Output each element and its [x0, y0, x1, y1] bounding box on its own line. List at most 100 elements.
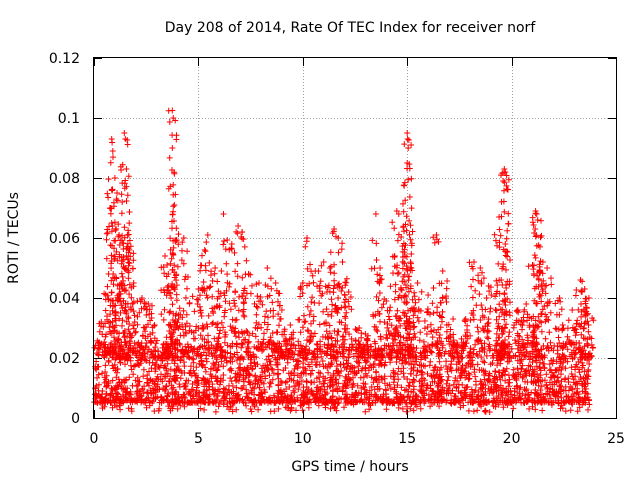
y-tick-label: 0.1: [58, 111, 80, 127]
data-point: [472, 373, 479, 380]
data-point: [309, 367, 316, 374]
data-point: [333, 358, 340, 364]
data-point: [564, 346, 571, 353]
data-point: [247, 406, 254, 412]
data-point: [267, 380, 274, 387]
data-point: [327, 405, 334, 412]
data-point: [177, 375, 184, 382]
data-point: [117, 406, 124, 413]
data-point: [523, 372, 530, 379]
y-tick-label: 0.04: [49, 291, 80, 307]
data-point: [401, 387, 408, 394]
y-tick-label: 0.08: [49, 171, 80, 187]
data-point: [502, 377, 509, 384]
data-point: [146, 368, 152, 375]
data-point: [269, 352, 276, 359]
data-point: [193, 364, 200, 371]
data-point: [366, 406, 373, 413]
data-point: [518, 356, 525, 363]
data-point: [164, 393, 171, 400]
data-point: [167, 366, 174, 373]
data-point: [251, 385, 258, 392]
data-point: [174, 405, 181, 412]
data-point: [494, 362, 501, 369]
data-point: [399, 405, 406, 412]
data-point: [407, 405, 414, 412]
data-point: [143, 404, 150, 411]
data-point: [490, 403, 497, 409]
data-point: [336, 344, 343, 351]
data-point: [251, 391, 258, 398]
data-point: [537, 387, 544, 394]
data-point: [210, 391, 217, 398]
data-point: [235, 365, 242, 372]
data-point: [229, 408, 236, 415]
data-point: [93, 366, 100, 373]
data-point: [171, 360, 178, 367]
data-point: [152, 368, 159, 375]
data-point: [315, 402, 322, 409]
data-point: [470, 408, 477, 415]
data-point: [585, 406, 591, 413]
data-point: [275, 366, 281, 373]
data-point: [486, 409, 493, 415]
data-point: [191, 370, 198, 377]
x-tick-label: 0: [90, 431, 99, 447]
data-point: [96, 381, 102, 388]
data-point: [286, 384, 293, 390]
data-point: [243, 386, 250, 393]
data-point: [165, 390, 172, 397]
data-point: [443, 380, 450, 387]
data-point: [523, 386, 530, 393]
data-point: [154, 373, 161, 380]
data-point: [556, 340, 563, 346]
data-point: [104, 382, 111, 389]
y-tick-label: 0.12: [49, 51, 80, 67]
data-point: [438, 364, 445, 371]
data-point: [403, 408, 410, 415]
data-point: [212, 408, 219, 415]
data-point: [217, 379, 224, 385]
data-point: [181, 391, 188, 398]
data-point: [574, 408, 581, 415]
data-point: [140, 373, 147, 380]
data-point: [317, 370, 324, 377]
data-point: [196, 389, 203, 396]
x-tick-label: 25: [607, 431, 625, 447]
data-point: [93, 358, 100, 365]
data-point: [526, 405, 533, 412]
data-point: [532, 406, 539, 413]
data-point: [202, 364, 209, 371]
data-point: [209, 381, 216, 388]
data-point: [362, 408, 369, 415]
data-point: [307, 371, 314, 378]
data-point: [335, 369, 342, 375]
data-point: [377, 360, 384, 367]
data-point: [368, 374, 375, 381]
data-point: [295, 358, 302, 365]
data-point: [230, 388, 237, 395]
data-point: [497, 360, 504, 367]
chart-title: Day 208 of 2014, Rate Of TEC Index for r…: [165, 20, 537, 36]
data-point: [291, 366, 298, 372]
data-point: [172, 389, 179, 396]
x-tick-label: 15: [398, 431, 416, 447]
data-point: [444, 377, 451, 384]
data-point: [401, 374, 407, 380]
data-point: [436, 358, 443, 365]
data-point: [428, 373, 435, 380]
data-point: [357, 374, 364, 381]
data-point: [282, 404, 289, 411]
data-point: [404, 376, 411, 382]
x-axis-label: GPS time / hours: [291, 459, 408, 475]
data-point: [531, 395, 538, 402]
data-point: [455, 366, 462, 373]
data-point: [181, 383, 188, 390]
data-point: [215, 403, 222, 410]
data-point: [144, 380, 151, 386]
data-point: [540, 360, 546, 367]
data-point: [181, 363, 188, 370]
data-point: [227, 365, 234, 372]
data-point: [259, 369, 266, 376]
